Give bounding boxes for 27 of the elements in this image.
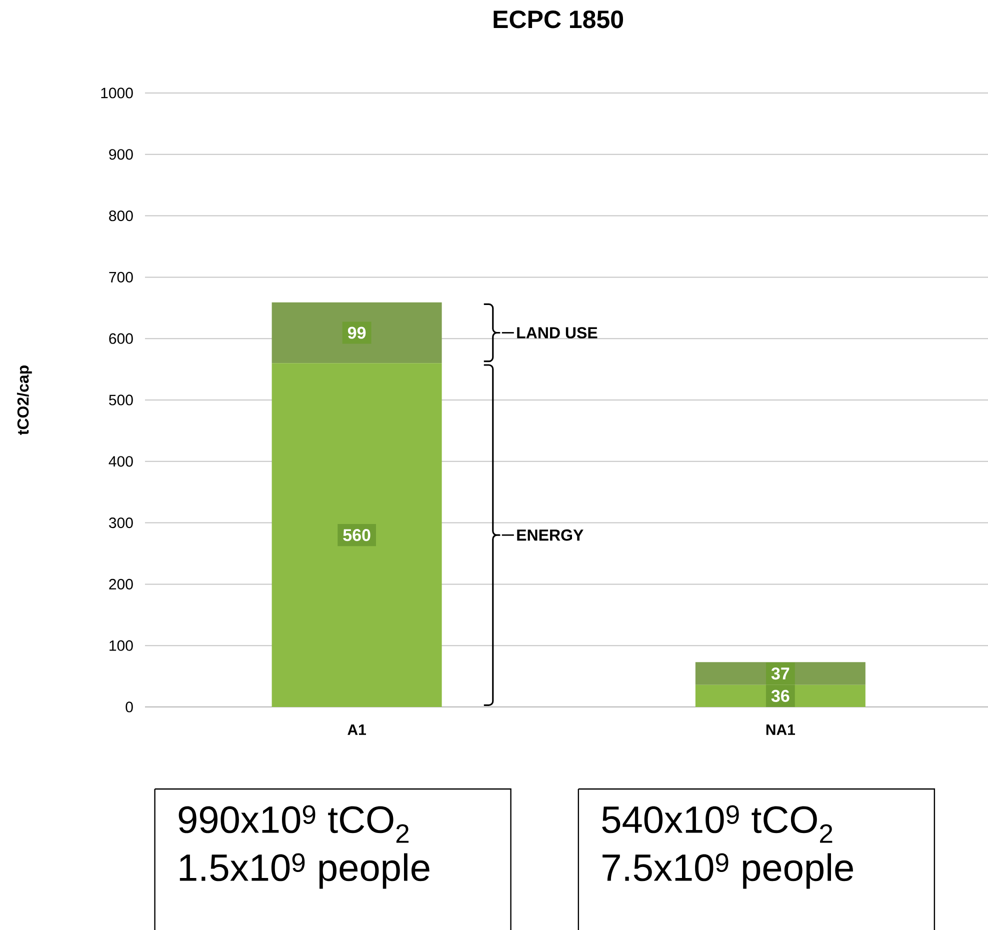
x-tick-label: NA1 <box>766 724 796 735</box>
annotation: LAND USE <box>517 327 598 338</box>
y-tick-label: 700 <box>109 272 133 282</box>
annotation: ENERGY <box>517 529 584 541</box>
chart-title: ECPC 1850 <box>494 10 624 28</box>
y-tick-label: 200 <box>109 578 133 590</box>
data-label: 37 <box>771 668 790 680</box>
y-tick-label: 600 <box>109 333 133 344</box>
y-tick-label: 900 <box>109 149 133 160</box>
data-label: 560 <box>343 529 370 542</box>
y-axis-title: tCO2/cap <box>16 366 32 435</box>
y-tick-label: 0 <box>126 702 133 712</box>
bar <box>272 302 442 364</box>
y-tick-label: 100 <box>110 640 133 651</box>
bar <box>272 363 442 707</box>
y-tick-label: 500 <box>109 394 133 406</box>
y-tick-label: 400 <box>108 456 133 467</box>
text: 540x10$^{9}$ tCO$_{2}$ <box>602 805 832 843</box>
y-tick-label: 300 <box>109 517 133 528</box>
data-label: 36 <box>771 690 790 702</box>
x-tick-label: A1 <box>348 724 366 735</box>
text: 990x10$^{9}$ tCO$_{2}$ <box>178 805 409 843</box>
y-tick-label: 800 <box>109 210 133 222</box>
y-tick-label: 1000 <box>101 88 133 98</box>
text: 7.5x10$^{9}$ people <box>602 853 853 889</box>
data-label: 99 <box>348 326 366 339</box>
text: 1.5x10$^{9}$ people <box>180 853 430 889</box>
